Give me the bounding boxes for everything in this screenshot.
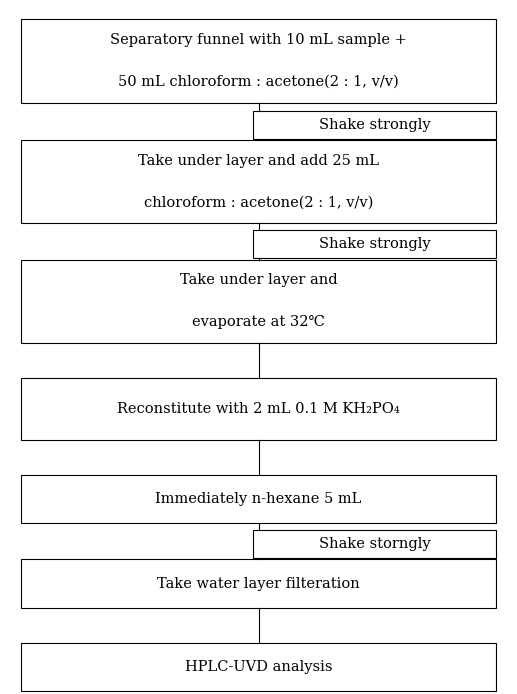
Text: Shake strongly: Shake strongly (319, 237, 431, 251)
Text: 50 mL chloroform : acetone(2 : 1, v/v): 50 mL chloroform : acetone(2 : 1, v/v) (118, 75, 399, 89)
Bar (21, 559, 496, 608)
Text: Reconstitute with 2 mL 0.1 M KH₂PO₄: Reconstitute with 2 mL 0.1 M KH₂PO₄ (117, 402, 400, 416)
Text: chloroform : acetone(2 : 1, v/v): chloroform : acetone(2 : 1, v/v) (144, 196, 373, 210)
Text: Take under layer and: Take under layer and (180, 273, 337, 287)
Text: HPLC-UVD analysis: HPLC-UVD analysis (185, 660, 332, 674)
Bar (253, 111, 496, 139)
Bar (21, 140, 496, 223)
Text: Take under layer and add 25 mL: Take under layer and add 25 mL (138, 154, 379, 168)
Bar (21, 260, 496, 343)
Bar (21, 19, 496, 103)
Bar (253, 230, 496, 258)
Bar (21, 475, 496, 523)
Text: Immediately n-hexane 5 mL: Immediately n-hexane 5 mL (155, 492, 362, 506)
Bar (253, 530, 496, 558)
Text: Separatory funnel with 10 mL sample +: Separatory funnel with 10 mL sample + (110, 33, 407, 47)
Text: Take water layer filteration: Take water layer filteration (157, 577, 360, 591)
Text: Shake strongly: Shake strongly (319, 118, 431, 132)
Text: Shake storngly: Shake storngly (319, 537, 431, 551)
Text: evaporate at 32℃: evaporate at 32℃ (192, 315, 325, 329)
Bar (21, 378, 496, 440)
Bar (21, 643, 496, 691)
